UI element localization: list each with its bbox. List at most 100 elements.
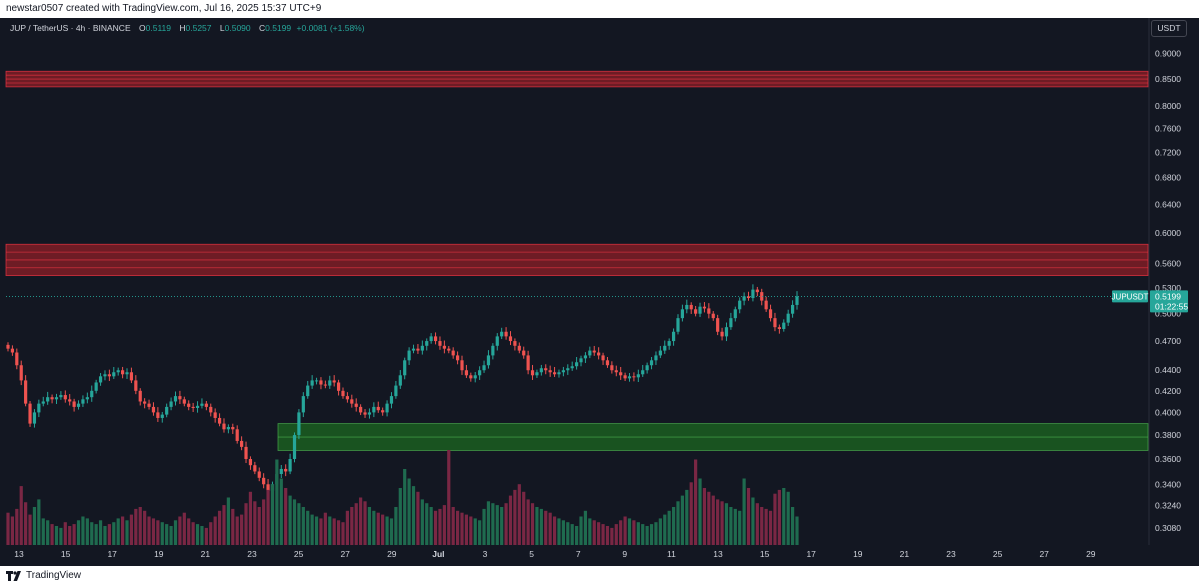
volume-bar — [495, 505, 499, 545]
price-tick-label: 0.4000 — [1155, 407, 1181, 417]
price-tick-label: 0.3600 — [1155, 454, 1181, 464]
candle-body — [292, 435, 297, 459]
candle-body — [702, 306, 707, 309]
candle-body — [614, 370, 618, 373]
volume-bar — [663, 514, 667, 545]
candle-body — [654, 355, 658, 361]
candle-body — [76, 403, 81, 407]
legend-close-value: 0.5199 — [265, 23, 292, 33]
candle-body — [98, 376, 103, 383]
volume-bar — [398, 488, 402, 545]
candle-body — [107, 374, 111, 377]
volume-bar — [363, 501, 367, 545]
candle-body — [248, 458, 253, 466]
candle-body — [429, 336, 433, 342]
candle-body — [231, 427, 235, 430]
time-tick-label: 21 — [201, 549, 211, 559]
candle-body — [24, 380, 28, 404]
candle-body — [323, 384, 327, 386]
candle-body — [209, 406, 213, 413]
resistance-zone-border — [5, 70, 1149, 88]
price-tick-label: 0.8000 — [1155, 101, 1181, 111]
candle-body — [182, 399, 186, 404]
price-tick-label: 0.9000 — [1155, 49, 1181, 59]
volume-bar — [244, 503, 248, 545]
candle-body — [645, 365, 649, 371]
legend-change: +0.0081 (+1.58%) — [296, 23, 365, 33]
candle-body — [535, 372, 539, 376]
volume-bar — [795, 516, 799, 545]
time-tick-label: 29 — [387, 549, 397, 559]
price-tick-label: 0.8500 — [1155, 74, 1181, 84]
candle-body — [720, 331, 724, 337]
volume-bar — [182, 512, 186, 545]
price-tick-label: 0.3080 — [1155, 523, 1181, 533]
legend-high-label: H — [179, 23, 186, 33]
candle-body — [738, 300, 742, 310]
symbol-legend: JUP / TetherUS · 4h · BINANCE O0.5119 H0… — [10, 23, 365, 33]
candle-body — [262, 477, 266, 485]
volume-bar — [103, 526, 107, 545]
volume-bar — [760, 507, 764, 545]
volume-bar — [178, 516, 182, 545]
candle-body — [235, 429, 239, 441]
candle-body — [641, 370, 645, 375]
candle-body — [751, 289, 755, 299]
candle-body — [575, 362, 579, 367]
candle-body — [464, 370, 469, 376]
volume-bar — [173, 520, 178, 545]
volume-bar — [310, 514, 314, 545]
candle-body — [6, 344, 10, 349]
volume-bar — [517, 484, 521, 545]
time-tick-label: 27 — [340, 549, 350, 559]
candle-body — [733, 309, 737, 319]
footer-bar: TradingView — [0, 566, 1199, 587]
candle-body — [597, 352, 601, 356]
candle-body — [764, 300, 768, 310]
volume-bar — [425, 503, 429, 545]
volume-bar — [72, 524, 76, 545]
volume-bar — [575, 526, 579, 545]
volume-bar — [689, 482, 693, 545]
candle-body — [711, 313, 715, 319]
currency-unit-button[interactable]: USDT — [1151, 20, 1187, 37]
candle-body — [50, 397, 54, 400]
volume-bar — [420, 499, 424, 545]
volume-bar — [548, 512, 552, 545]
volume-bar — [614, 524, 618, 545]
candle-body — [544, 368, 548, 371]
volume-bar — [455, 510, 460, 545]
volume-bar — [354, 503, 358, 545]
volume-bar — [292, 499, 297, 545]
volume-bar — [570, 524, 574, 545]
price-tick-label: 0.5600 — [1155, 259, 1181, 269]
time-tick-label: Jul — [432, 549, 444, 559]
candle-body — [478, 370, 482, 376]
volume-bar — [359, 497, 363, 545]
candle-body — [103, 374, 107, 377]
volume-bar — [447, 450, 451, 545]
time-tick-label: 5 — [529, 549, 534, 559]
candle-body — [191, 406, 195, 408]
support-zone-border — [277, 423, 1149, 451]
volume-bar — [19, 486, 23, 545]
volume-bar — [627, 518, 632, 545]
candle-body — [134, 380, 138, 391]
candle-body — [685, 304, 689, 310]
candle-body — [746, 296, 751, 299]
volume-bar — [32, 507, 37, 545]
volume-bar — [235, 516, 239, 545]
candle-body — [433, 336, 438, 342]
volume-bar — [500, 507, 504, 545]
candle-body — [407, 350, 411, 361]
chart-frame[interactable] — [0, 18, 1199, 566]
volume-bar — [314, 516, 319, 545]
volume-bar — [385, 516, 389, 545]
volume-bar — [530, 503, 535, 545]
candle-body — [367, 412, 372, 415]
volume-bar — [605, 526, 610, 545]
candle-body — [116, 370, 120, 373]
candle-body — [768, 309, 773, 319]
volume-bar — [544, 510, 548, 545]
